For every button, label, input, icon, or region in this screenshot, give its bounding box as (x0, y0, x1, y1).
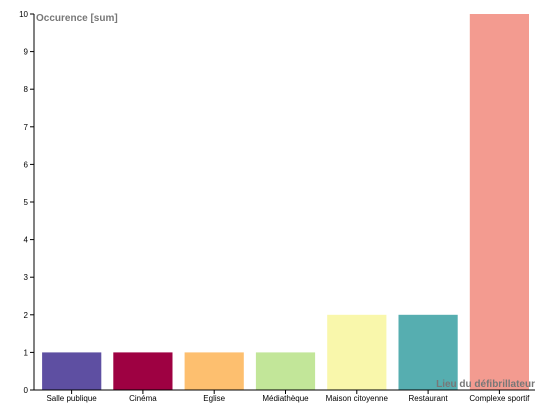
y-tick-label: 8 (24, 85, 29, 94)
y-tick-label: 5 (24, 198, 29, 207)
bar (42, 352, 102, 390)
x-tick-label: Complexe sportif (469, 394, 530, 403)
x-tick-label: Eglise (203, 394, 225, 403)
y-tick-label: 0 (24, 386, 29, 395)
y-tick-label: 6 (24, 160, 29, 169)
y-axis-title: Occurence [sum] (36, 13, 118, 24)
bar (113, 352, 173, 390)
y-tick-label: 2 (24, 311, 29, 320)
y-tick-label: 3 (24, 273, 29, 282)
y-tick-label: 7 (24, 123, 29, 132)
y-axis: 0 1 2 3 4 5 6 7 8 9 10 (19, 10, 35, 395)
x-axis-title: Lieu du défibrillateur (436, 379, 535, 390)
bar (398, 314, 458, 390)
bars-group (42, 14, 529, 390)
bar (184, 352, 244, 390)
y-tick-label: 9 (24, 48, 29, 57)
bar (469, 14, 529, 390)
y-tick-label: 4 (24, 236, 29, 245)
x-tick-label: Salle publique (46, 394, 97, 403)
y-tick-label: 10 (19, 10, 28, 19)
y-tick-label: 1 (24, 348, 29, 357)
x-tick-label: Maison citoyenne (326, 394, 389, 403)
x-axis: Salle publique Cinéma Eglise Médiathèque Mai… (34, 389, 535, 403)
x-tick-label: Médiathèque (262, 394, 309, 403)
bar (327, 314, 387, 390)
x-tick-label: Cinéma (129, 394, 157, 403)
x-tick-label: Restaurant (409, 394, 449, 403)
bar (255, 352, 316, 390)
